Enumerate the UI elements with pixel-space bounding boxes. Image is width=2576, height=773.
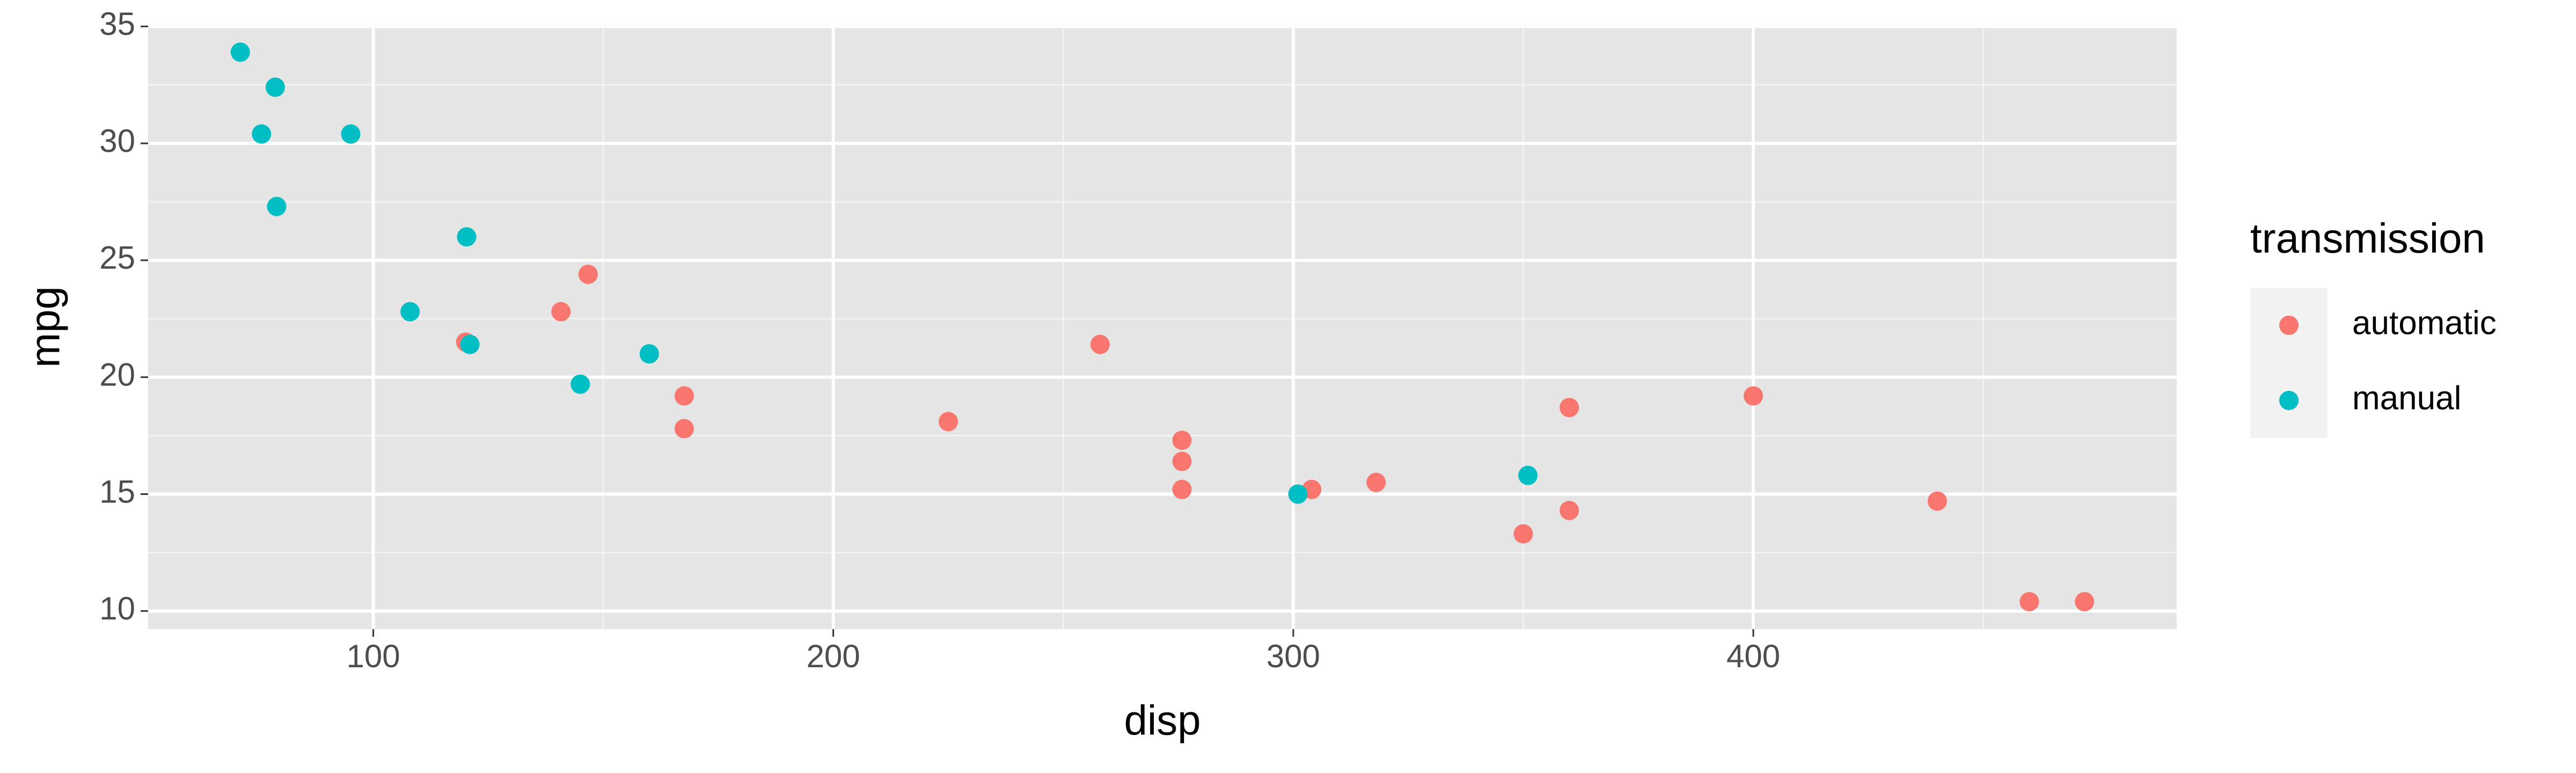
plot-panel (148, 25, 2177, 629)
point (1560, 500, 1579, 520)
point (341, 124, 361, 144)
x-tick-label: 400 (1726, 638, 1780, 674)
point (1172, 431, 1192, 450)
point (1172, 479, 1192, 499)
point (2075, 592, 2095, 611)
point (551, 302, 571, 322)
y-axis-title: mpg (21, 286, 69, 368)
point (674, 386, 694, 406)
y-tick-label: 25 (99, 240, 135, 276)
point (265, 77, 285, 97)
point (457, 227, 477, 247)
y-tick-label: 35 (99, 6, 135, 42)
point (1927, 491, 1947, 511)
point (1288, 484, 1308, 504)
point (460, 334, 480, 354)
point (1560, 398, 1579, 418)
point (1513, 524, 1533, 544)
legend-label: manual (2352, 380, 2461, 417)
point (639, 344, 659, 364)
legend-key (2279, 391, 2299, 410)
point (1366, 472, 1386, 492)
point (230, 42, 250, 62)
point (938, 412, 958, 432)
legend-label: automatic (2352, 304, 2497, 341)
y-tick-label: 30 (99, 123, 135, 159)
point (400, 302, 420, 322)
y-tick-label: 15 (99, 473, 135, 509)
x-axis-title: disp (1124, 697, 1201, 744)
point (1518, 465, 1538, 485)
point (2019, 592, 2039, 611)
x-tick-label: 100 (346, 638, 400, 674)
point (267, 196, 287, 216)
x-tick-label: 200 (807, 638, 860, 674)
y-tick-label: 10 (99, 590, 135, 626)
legend-title: transmission (2250, 215, 2485, 262)
legend-keys-background (2250, 288, 2328, 438)
y-tick-label: 20 (99, 356, 135, 392)
point (1090, 334, 1110, 354)
point (1744, 386, 1763, 406)
x-tick-label: 300 (1267, 638, 1320, 674)
point (578, 264, 598, 284)
point (674, 419, 694, 439)
point (570, 374, 590, 394)
point (252, 124, 272, 144)
legend-key (2279, 316, 2299, 335)
point (1172, 451, 1192, 471)
